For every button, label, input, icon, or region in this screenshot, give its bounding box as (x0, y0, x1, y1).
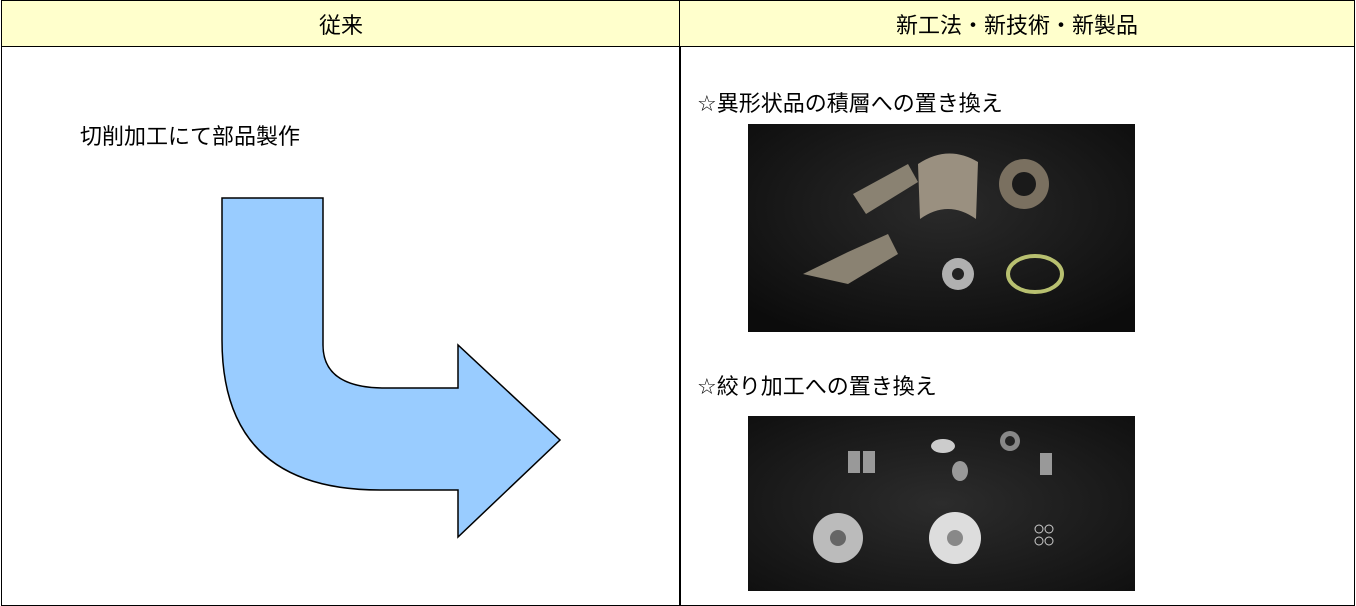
caption: ☆異形状品の積層への置き換え (697, 92, 1003, 117)
header-cell: 新工法・新技術・新製品 (679, 0, 1355, 47)
left-text: 切削加工にて部品製作 (80, 125, 301, 150)
header-cell: 従来 (1, 0, 681, 47)
arrow (221, 197, 562, 539)
photo (748, 416, 1135, 591)
caption: ☆絞り加工への置き換え (697, 375, 937, 400)
photo (748, 124, 1135, 332)
curved-arrow (221, 197, 562, 539)
